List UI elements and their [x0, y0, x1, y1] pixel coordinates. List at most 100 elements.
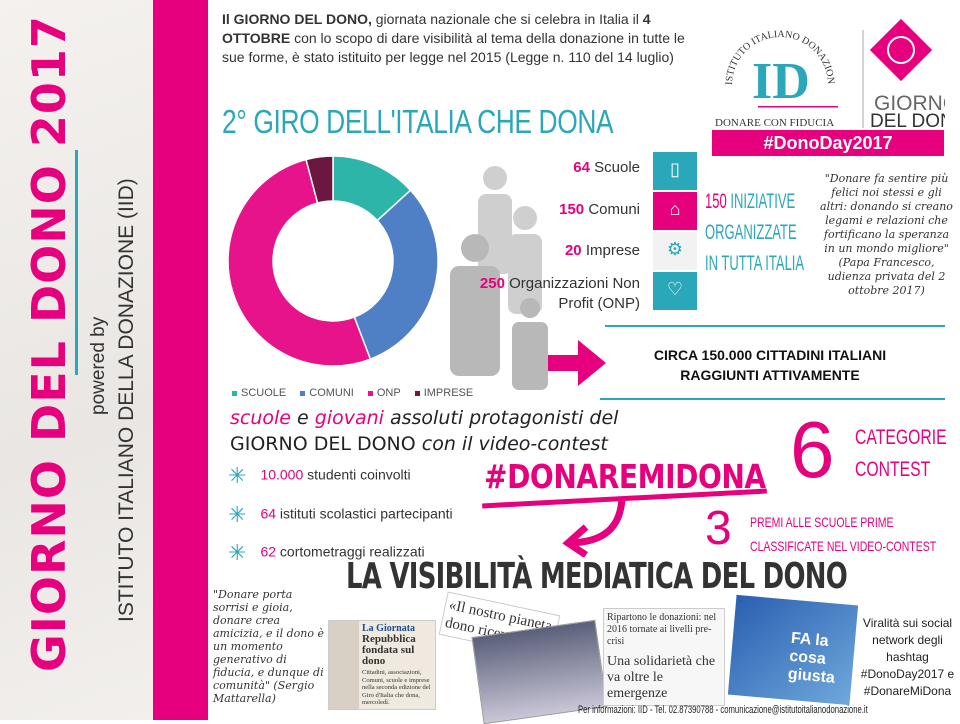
divider-line [600, 398, 945, 400]
logo-monogram: ID [752, 53, 810, 110]
intro-bold-date: 4 OTTOBRE [222, 11, 651, 46]
newspaper-clip-solidarieta: Ripartono le donazioni: nel 2016 tornate… [603, 608, 725, 706]
word: e [290, 407, 315, 429]
media-title: LA VISIBILITÀ MEDIATICA DEL DONO [346, 556, 848, 597]
bullet-text: istituti scolastici partecipanti [276, 505, 453, 522]
donut-chart [227, 155, 439, 367]
clip-headline: Una solidarietà che va oltre le emergenz… [607, 654, 716, 701]
stat-comuni: 150 Comuni [559, 201, 640, 218]
mattarella-quote: "Donare porta sorrisi e gioia, donare cr… [213, 588, 324, 705]
legend-swatch [367, 390, 373, 396]
legend-swatch [300, 390, 306, 396]
bullet-item: ✳ 64 istituti scolastici partecipanti [228, 502, 453, 528]
stat-imprese: 20 Imprese [565, 242, 640, 259]
donut-slice-comuni [353, 189, 439, 361]
word-scuole: scuole [230, 407, 291, 429]
chart-legend: SCUOLE COMUNI ONP IMPRESE [232, 387, 473, 399]
word-giovani: giovani [314, 407, 384, 429]
bullet-text: cortometraggi realizzati [276, 543, 425, 560]
clip-headline-small: Ripartono le donazioni: nel 2016 tornate… [607, 612, 717, 647]
citizens-l2: RAGGIUNTI ATTIVAMENTE [680, 367, 860, 383]
iniziative-l3: IN TUTTA ITALIA [705, 252, 805, 275]
newspaper-clip-repubblica: La Giornata Repubblica fondata sul dono … [328, 620, 436, 710]
intro-bold: Il GIORNO DEL DONO, [222, 11, 372, 27]
clip-headline: Repubblica fondata sul dono [362, 633, 416, 667]
divider-line [605, 325, 945, 327]
papa-quote: "Donare fa sentire più felici noi stessi… [820, 172, 953, 297]
bullet-item: ✳ 62 cortometraggi realizzati [228, 540, 425, 566]
categories-label: CATEGORIE CONTEST [855, 422, 947, 486]
prizes-label: PREMI ALLE SCUOLE PRIME CLASSIFICATE NEL … [750, 510, 936, 558]
legend-swatch [232, 390, 237, 396]
protagonists-text: scuole e giovani assoluti protagonisti d… [230, 405, 618, 457]
stat-label: Scuole [594, 159, 640, 176]
tv-screenshot-fa-la-cosa-giusta: FA la cosa giusta [727, 594, 859, 706]
intro-text: Il GIORNO DEL DONO, giornata nazionale c… [222, 10, 692, 67]
arrow-right-icon [548, 340, 606, 386]
stats-list: 64 Scuole 150 Comuni 20 Imprese 250 Orga… [470, 150, 640, 320]
word: con il video-contest [415, 433, 608, 455]
legend-swatch [414, 390, 420, 396]
word: assoluti protagonisti del [383, 407, 619, 429]
prize-l1: PREMI ALLE SCUOLE PRIME [750, 514, 894, 530]
bullet-num: 62 [260, 543, 277, 560]
stat-label: Imprese [585, 242, 640, 259]
legend-item-imprese: IMPRESE [414, 387, 473, 399]
footer-info: Per informazioni: IID - Tel. 02.87390788… [578, 704, 868, 716]
intro-span: con lo scopo di dare visibilità al tema … [222, 30, 685, 65]
legend-item-scuole: SCUOLE [232, 387, 286, 399]
stat-label: Comuni [588, 201, 640, 218]
logo-event: GIORNO [874, 92, 945, 115]
vertical-title: GIORNO DEL DONO 2017 [22, 15, 76, 672]
section-title: 2° GIRO DELL'ITALIA CHE DONA [222, 103, 614, 140]
citizens-reached: CIRCA 150.000 CITTADINI ITALIANI RAGGIUNT… [600, 345, 940, 385]
dono-day-hashtag: #DonoDay2017 [712, 130, 944, 156]
iniziative-num: 150 [705, 190, 727, 213]
townhall-icon: ⌂ [653, 192, 697, 230]
asterisk-icon: ✳ [228, 502, 247, 527]
stat-onp: 250 Organizzazioni Non Profit (ONP) [470, 274, 640, 314]
pink-stripe [153, 0, 208, 720]
categories-number: 6 [790, 405, 835, 494]
asterisk-icon: ✳ [228, 463, 247, 488]
donut-slice-onp [227, 158, 372, 367]
prizes-number: 3 [705, 502, 732, 555]
stat-scuole: 64 Scuole [573, 159, 640, 176]
clip-kicker: La Giornata [362, 623, 416, 634]
bullet-item: ✳ 10.000 studenti coinvolti [228, 463, 411, 489]
stat-num: 150 [559, 201, 585, 218]
powered-by: powered by [88, 316, 109, 415]
asterisk-icon: ✳ [228, 540, 247, 565]
intro-span: giornata nazionale che si celebra in Ita… [371, 11, 643, 27]
cat-l2: CONTEST [855, 458, 931, 481]
iniziative-l2: ORGANIZZATE [705, 221, 797, 244]
bullet-num: 10.000 [260, 466, 304, 483]
citizens-l1: CIRCA 150.000 CITTADINI ITALIANI [653, 347, 887, 363]
divider-line [75, 150, 78, 375]
iid-logo: ISTITUTO ITALIANO DONAZIONE ID DONARE CO… [710, 10, 945, 132]
book-icon: ▯ [653, 152, 697, 190]
logo-tagline: DONARE CON FIDUCIA [715, 117, 834, 129]
bullet-text: studenti coinvolti [303, 466, 411, 483]
iniziative-l1: INIZIATIVE [730, 190, 796, 213]
bullet-num: 64 [260, 505, 277, 522]
legend-item-onp: ONP [367, 387, 401, 399]
legend-item-comuni: COMUNI [300, 387, 354, 399]
stat-num: 250 [479, 275, 505, 292]
gears-icon: ⚙ [653, 232, 697, 270]
contest-hashtag: #DONAREMIDONA [484, 457, 766, 496]
giorno-del-dono-emblem [869, 18, 933, 82]
stat-num: 64 [573, 159, 590, 176]
heart-icon: ♡ [653, 272, 697, 310]
donut-slice-imprese [305, 155, 334, 204]
curved-arrow-icon [562, 498, 626, 557]
cat-l1: CATEGORIE [855, 426, 947, 449]
logo-event2: DEL DONO [870, 111, 945, 132]
iniziative-text: 150 INIZIATIVE ORGANIZZATE IN TUTTA ITALIA [705, 186, 804, 279]
prize-l2: CLASSIFICATE NEL VIDEO-CONTEST [750, 538, 937, 554]
institute-name: ISTITUTO ITALIANO DELLA DONAZIONE (IID) [115, 178, 138, 622]
stat-label: Organizzazioni Non Profit (ONP) [509, 275, 640, 312]
photo-mattarella [329, 621, 359, 709]
clip-body: Cittadini, associazioni, Comuni, scuole … [362, 669, 431, 706]
event-name: GIORNO DEL DONO [230, 433, 416, 455]
